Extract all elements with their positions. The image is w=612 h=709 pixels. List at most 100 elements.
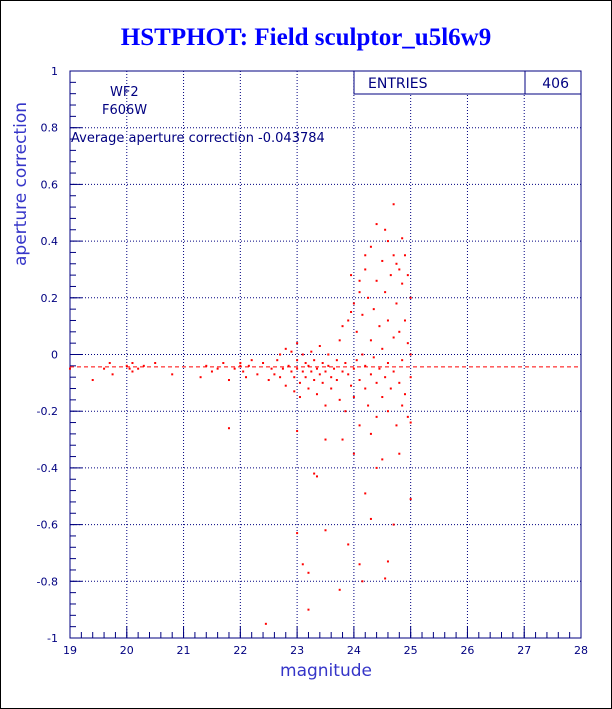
data-point <box>364 268 367 271</box>
data-point <box>296 359 299 362</box>
data-point <box>395 262 398 265</box>
data-point <box>315 367 318 370</box>
data-point <box>103 367 106 370</box>
data-point <box>350 310 353 313</box>
data-points <box>69 203 412 625</box>
data-point <box>321 381 324 384</box>
data-point <box>222 362 225 365</box>
data-point <box>324 438 327 441</box>
data-point <box>369 432 372 435</box>
data-point <box>398 268 401 271</box>
data-point <box>307 571 310 574</box>
data-point <box>352 396 355 399</box>
data-point <box>338 398 341 401</box>
data-point <box>247 364 250 367</box>
data-point <box>313 379 316 382</box>
x-axis-title: magnitude <box>280 661 372 681</box>
data-point <box>401 237 404 240</box>
data-point <box>406 415 409 418</box>
data-point <box>287 364 290 367</box>
x-tick-label: 23 <box>290 644 304 657</box>
data-point <box>364 492 367 495</box>
data-point <box>313 472 316 475</box>
data-point <box>318 344 321 347</box>
data-point <box>375 415 378 418</box>
y-tick-label: 0 <box>51 349 58 362</box>
data-point <box>375 381 378 384</box>
data-point <box>69 367 71 370</box>
data-point <box>375 279 378 282</box>
data-point <box>327 353 330 356</box>
data-point <box>279 353 282 356</box>
data-point <box>301 563 304 566</box>
data-point <box>395 424 398 427</box>
y-tick-label: -0.4 <box>37 462 58 475</box>
data-point <box>401 359 404 362</box>
data-point <box>267 379 270 382</box>
data-point <box>386 560 389 563</box>
data-point <box>386 362 389 365</box>
data-point <box>367 404 370 407</box>
data-point <box>301 370 304 373</box>
data-point <box>375 223 378 226</box>
data-point <box>384 228 387 231</box>
data-point <box>171 373 174 376</box>
data-point <box>270 367 273 370</box>
data-point <box>324 370 327 373</box>
data-point <box>361 313 364 316</box>
data-point <box>333 367 336 370</box>
data-point <box>392 203 395 206</box>
annotation-filter: F606W <box>102 103 147 118</box>
data-point <box>307 364 310 367</box>
data-point <box>264 622 267 625</box>
data-point <box>381 347 384 350</box>
data-point <box>386 410 389 413</box>
data-point <box>108 362 111 365</box>
data-point <box>372 356 375 359</box>
data-point <box>361 353 364 356</box>
data-point <box>293 390 296 393</box>
data-point <box>392 370 395 373</box>
data-point <box>321 362 324 365</box>
data-point <box>352 367 355 370</box>
data-point <box>298 396 301 399</box>
data-point <box>375 466 378 469</box>
data-point <box>315 475 318 478</box>
data-point <box>276 359 279 362</box>
data-point <box>409 353 412 356</box>
data-point <box>341 438 344 441</box>
data-point <box>131 370 134 373</box>
data-point <box>304 362 307 365</box>
data-point <box>210 370 213 373</box>
data-point <box>341 325 344 328</box>
data-point <box>216 367 219 370</box>
data-point <box>369 339 372 342</box>
data-point <box>403 319 406 322</box>
data-point <box>398 452 401 455</box>
data-point <box>386 240 389 243</box>
data-point <box>384 291 387 294</box>
data-point <box>364 254 367 257</box>
data-point <box>355 330 358 333</box>
data-point <box>409 376 412 379</box>
data-point <box>335 359 338 362</box>
annotation-wf2: WF2 <box>110 85 139 100</box>
data-point <box>364 364 367 367</box>
data-point <box>352 452 355 455</box>
data-point <box>131 362 134 365</box>
data-point <box>367 296 370 299</box>
data-point <box>324 404 327 407</box>
data-point <box>290 370 293 373</box>
data-point <box>313 359 316 362</box>
data-point <box>358 279 361 282</box>
data-point <box>341 370 344 373</box>
x-tick-label: 27 <box>517 644 531 657</box>
data-point <box>378 325 381 328</box>
data-point <box>389 387 392 390</box>
data-point <box>347 543 350 546</box>
x-tick-label: 26 <box>460 644 474 657</box>
x-tick-label: 21 <box>177 644 191 657</box>
data-point <box>233 367 236 370</box>
data-point <box>307 608 310 611</box>
y-tick-label: 0.4 <box>41 235 59 248</box>
